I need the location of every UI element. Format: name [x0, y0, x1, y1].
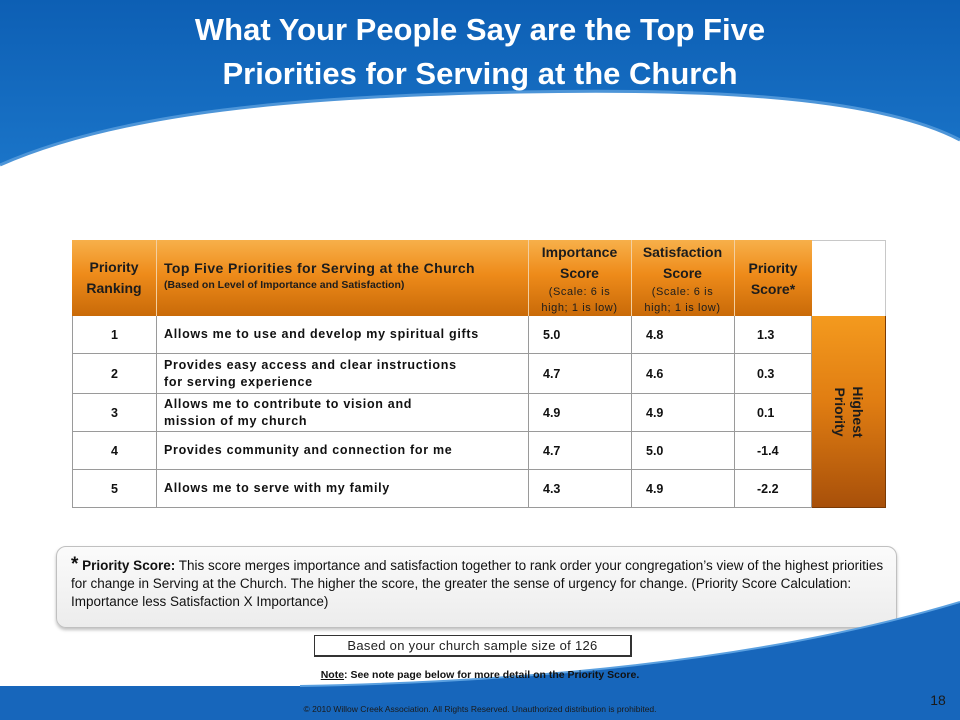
- row-satisfaction: 4.9: [631, 470, 734, 507]
- row-satisfaction: 4.6: [631, 354, 734, 393]
- header-description: Top Five Priorities for Serving at the C…: [156, 240, 528, 316]
- row-satisfaction: 5.0: [631, 432, 734, 469]
- sample-size-note: Based on your church sample size of 126: [314, 635, 632, 657]
- table-row: 4 Provides community and connection for …: [72, 432, 812, 470]
- row-desc-line1: Provides easy access and clear instructi…: [164, 357, 457, 372]
- note-text: : See note page below for more detail on…: [344, 669, 640, 681]
- footnote-text: This score merges importance and satisfa…: [71, 558, 884, 609]
- header-satisfaction-scale2: high; 1 is low): [644, 302, 721, 314]
- row-priority-score: 1.3: [734, 316, 812, 353]
- table-row: 1 Allows me to use and develop my spirit…: [72, 316, 812, 354]
- row-rank: 2: [72, 354, 156, 393]
- header-importance-scale2: high; 1 is low): [541, 302, 618, 314]
- row-importance: 4.9: [528, 394, 631, 431]
- row-description: Allows me to contribute to vision and mi…: [156, 394, 528, 431]
- header-blank-cell: [812, 240, 886, 316]
- header-satisfaction-line1: Satisfaction: [642, 244, 723, 260]
- note-label: Note: [320, 669, 345, 681]
- row-rank: 1: [72, 316, 156, 353]
- row-desc-line2: mission of my church: [164, 413, 308, 428]
- row-importance: 5.0: [528, 316, 631, 353]
- header-rank-line2: Ranking: [86, 280, 142, 296]
- slide-title-line2: Priorities for Serving at the Church: [222, 56, 738, 91]
- header-priority-ranking: Priority Ranking: [72, 240, 156, 316]
- priority-score-footnote: * Priority Score: This score merges impo…: [56, 546, 897, 628]
- highest-priority-label-line2: Priority: [832, 387, 848, 437]
- row-description: Allows me to use and develop my spiritua…: [156, 316, 528, 353]
- row-desc-line1: Allows me to contribute to vision and: [164, 396, 413, 411]
- table-row: 2 Provides easy access and clear instruc…: [72, 354, 812, 394]
- header-desc-sub: (Based on Level of Importance and Satisf…: [164, 279, 405, 291]
- row-priority-score: 0.3: [734, 354, 812, 393]
- header-divider: [156, 240, 157, 316]
- row-desc-line1: Allows me to use and develop my spiritua…: [164, 327, 479, 341]
- header-importance-scale1: (Scale: 6 is: [548, 286, 611, 298]
- top-banner: [0, 0, 960, 167]
- header-divider: [734, 240, 735, 316]
- copyright-text: © 2010 Willow Creek Association. All Rig…: [303, 704, 657, 714]
- header-divider: [528, 240, 529, 316]
- priority-score-note: Note: See note page below for more detai…: [200, 669, 760, 681]
- header-rank-line1: Priority: [89, 259, 139, 275]
- table-body: 1 Allows me to use and develop my spirit…: [72, 316, 812, 508]
- row-desc-line1: Allows me to serve with my family: [164, 481, 390, 495]
- priorities-table: Priority Ranking Top Five Priorities for…: [72, 240, 886, 508]
- header-priority-line2: Score*: [750, 281, 796, 297]
- header-divider: [631, 240, 632, 316]
- page-number: 18: [930, 692, 946, 708]
- row-priority-score: -1.4: [734, 432, 812, 469]
- header-importance-line1: Importance: [541, 244, 618, 260]
- header-importance-score: Importance Score (Scale: 6 is high; 1 is…: [528, 240, 631, 316]
- header-desc-main: Top Five Priorities for Serving at the C…: [164, 260, 476, 276]
- header-priority-score: Priority Score*: [734, 240, 812, 316]
- footnote-asterisk: *: [71, 554, 79, 575]
- row-description: Provides easy access and clear instructi…: [156, 354, 528, 393]
- header-satisfaction-line2: Score: [663, 265, 702, 281]
- row-importance: 4.3: [528, 470, 631, 507]
- row-description: Provides community and connection for me: [156, 432, 528, 469]
- row-satisfaction: 4.8: [631, 316, 734, 353]
- header-satisfaction-score: Satisfaction Score (Scale: 6 is high; 1 …: [631, 240, 734, 316]
- slide-title: What Your People Say are the Top Five Pr…: [40, 8, 920, 96]
- row-importance: 4.7: [528, 432, 631, 469]
- row-satisfaction: 4.9: [631, 394, 734, 431]
- highest-priority-label-line1: Highest: [850, 386, 866, 438]
- header-importance-line2: Score: [560, 265, 599, 281]
- footnote-label: Priority Score:: [82, 558, 176, 573]
- row-description: Allows me to serve with my family: [156, 470, 528, 507]
- highest-priority-label: Highest Priority: [831, 352, 867, 472]
- header-priority-line1: Priority: [748, 260, 798, 276]
- table-row: 3 Allows me to contribute to vision and …: [72, 394, 812, 432]
- row-importance: 4.7: [528, 354, 631, 393]
- table-row: 5 Allows me to serve with my family 4.3 …: [72, 470, 812, 508]
- header-satisfaction-scale1: (Scale: 6 is: [651, 286, 714, 298]
- row-rank: 4: [72, 432, 156, 469]
- row-desc-line2: for serving experience: [164, 374, 313, 389]
- highest-priority-bar: Highest Priority: [812, 316, 886, 508]
- bottom-banner: [0, 601, 960, 720]
- row-rank: 3: [72, 394, 156, 431]
- row-rank: 5: [72, 470, 156, 507]
- row-priority-score: -2.2: [734, 470, 812, 507]
- row-priority-score: 0.1: [734, 394, 812, 431]
- slide-title-line1: What Your People Say are the Top Five: [194, 12, 766, 47]
- table-header: [72, 240, 812, 316]
- row-desc-line1: Provides community and connection for me: [164, 443, 453, 457]
